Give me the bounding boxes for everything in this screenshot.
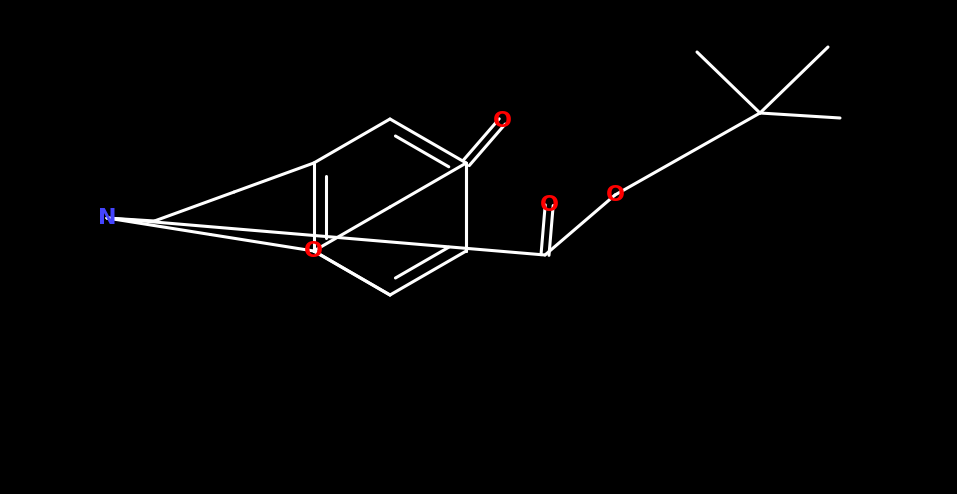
Text: O: O xyxy=(493,112,512,131)
Text: O: O xyxy=(540,195,559,215)
Text: N: N xyxy=(98,208,116,228)
Text: O: O xyxy=(606,185,625,205)
Text: O: O xyxy=(304,241,323,261)
